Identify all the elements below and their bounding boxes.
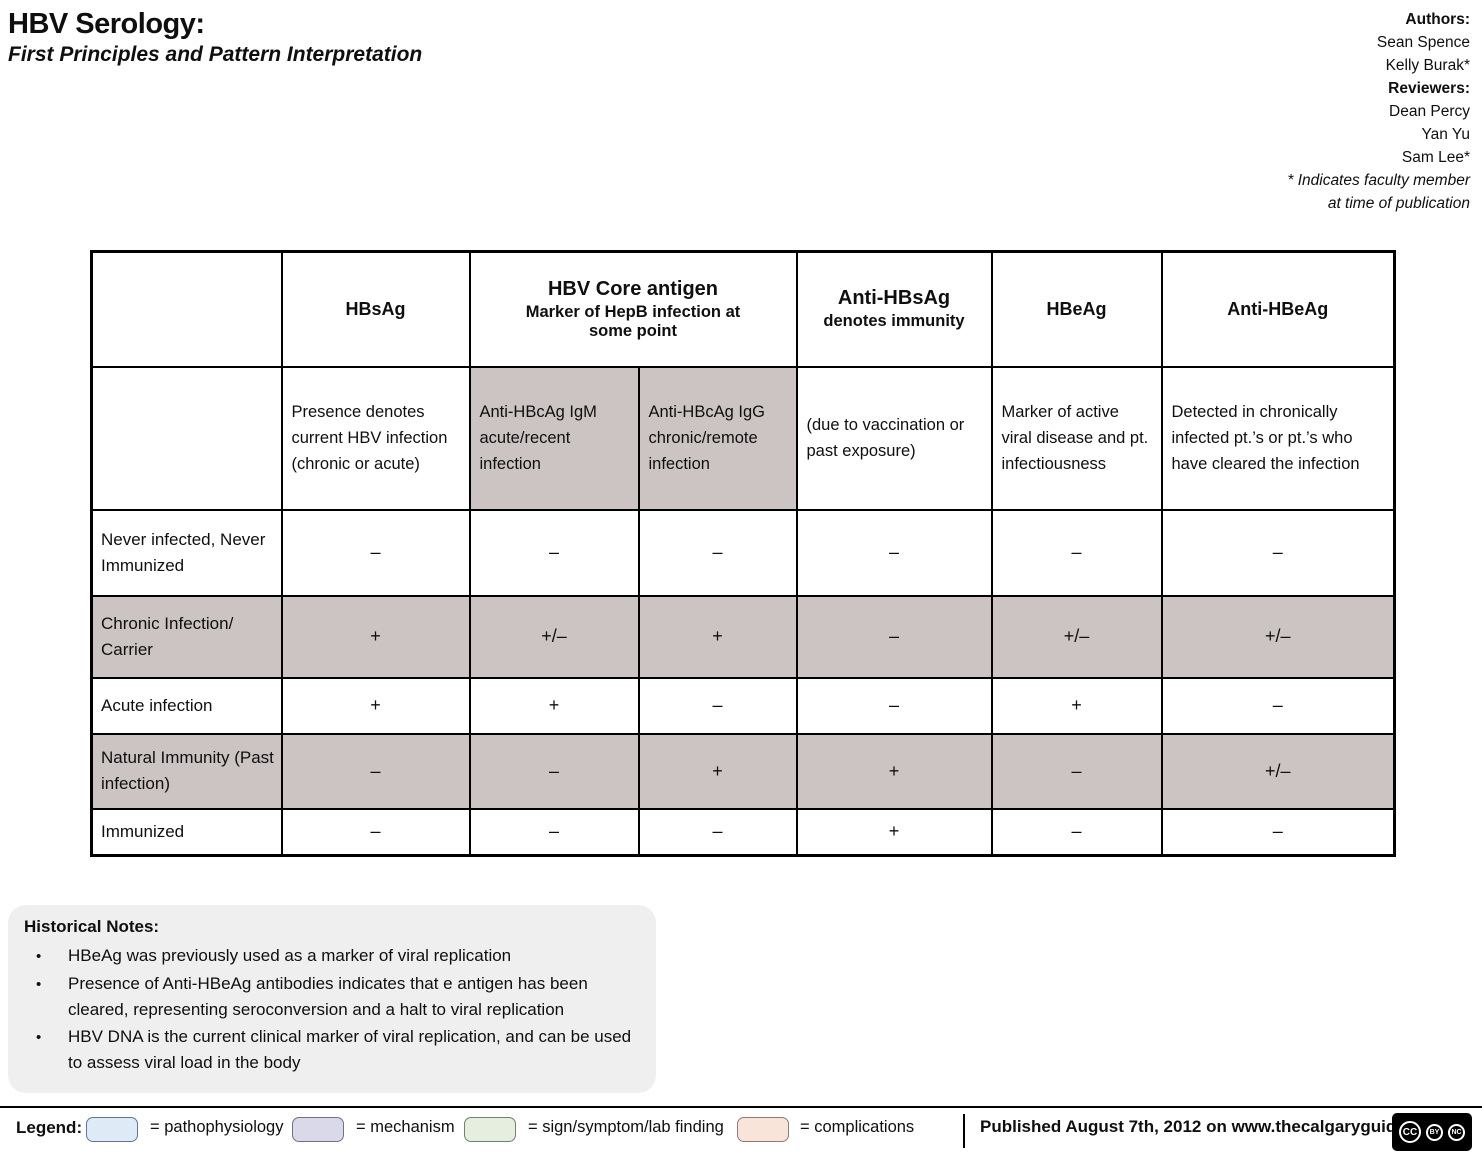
table-row-natural-immunity: Natural Immunity (Past infection) – – + … bbox=[90, 732, 1396, 810]
cell-value: – bbox=[990, 732, 1163, 810]
table-description-row: Presence denotes current HBV infection (… bbox=[90, 365, 1396, 511]
cell-value: – bbox=[280, 732, 471, 810]
cell-value: + bbox=[637, 732, 798, 810]
note-bullet: Presence of Anti-HBeAg antibodies indica… bbox=[24, 971, 638, 1022]
cell-value: – bbox=[1160, 807, 1396, 857]
cell-value: + bbox=[280, 594, 471, 679]
table-row-never-infected: Never infected, Never Immunized – – – – … bbox=[90, 508, 1396, 597]
reviewer-name: Sam Lee* bbox=[1401, 149, 1470, 166]
credits-block: Authors: Sean Spence Kelly Burak* Review… bbox=[1287, 8, 1470, 215]
serology-table: HBsAg HBV Core antigen Marker of HepB in… bbox=[90, 250, 1396, 857]
cell-value: + bbox=[637, 594, 798, 679]
table-row-chronic-infection: Chronic Infection/ Carrier + +/– + – +/–… bbox=[90, 594, 1396, 679]
cell-value: + bbox=[795, 807, 993, 857]
cc-by-nc-badge: CC BY NC bbox=[1392, 1113, 1472, 1151]
desc-anti-hbcag-igm: Anti-HBcAg IgM acute/recent infection bbox=[468, 365, 640, 511]
complications-swatch bbox=[737, 1117, 789, 1142]
faculty-footnote: at time of publication bbox=[1327, 195, 1470, 212]
desc-anti-hbcag-igg: Anti-HBcAg IgG chronic/remote infection bbox=[637, 365, 798, 511]
row-label: Chronic Infection/ Carrier bbox=[90, 594, 283, 679]
cc-icon: CC bbox=[1399, 1121, 1421, 1143]
note-bullet: HBV DNA is the current clinical marker o… bbox=[24, 1024, 638, 1075]
cell-value: – bbox=[280, 508, 471, 597]
pathophysiology-swatch bbox=[86, 1117, 138, 1142]
cell-value: + bbox=[795, 732, 993, 810]
cell-value: + bbox=[990, 676, 1163, 735]
mechanism-swatch bbox=[292, 1117, 344, 1142]
col-header-hbeag: HBeAg bbox=[990, 250, 1163, 368]
cell-value: – bbox=[468, 508, 640, 597]
col-header-anti-hbsag: Anti-HBsAg denotes immunity bbox=[795, 250, 993, 368]
desc-anti-hbsag: (due to vaccination or past exposure) bbox=[795, 365, 993, 511]
reviewer-name: Dean Percy bbox=[1389, 103, 1470, 120]
corner-cell bbox=[90, 250, 283, 368]
desc-hbsag: Presence denotes current HBV infection (… bbox=[280, 365, 471, 511]
desc-hbeag: Marker of active viral disease and pt. i… bbox=[990, 365, 1163, 511]
cell-value: – bbox=[280, 807, 471, 857]
desc-anti-hbeag: Detected in chronically infected pt.’s o… bbox=[1160, 365, 1396, 511]
reviewer-name: Yan Yu bbox=[1421, 126, 1470, 143]
empty-cell bbox=[90, 365, 283, 511]
cc-by-icon: BY bbox=[1426, 1123, 1443, 1141]
col-header-core-antigen: HBV Core antigen Marker of HepB infectio… bbox=[468, 250, 798, 368]
author-name: Kelly Burak* bbox=[1385, 57, 1470, 74]
cell-value: – bbox=[468, 732, 640, 810]
cell-value: +/– bbox=[1160, 732, 1396, 810]
cell-value: +/– bbox=[468, 594, 640, 679]
title-block: HBV Serology: First Principles and Patte… bbox=[8, 8, 422, 67]
legend-divider bbox=[963, 1114, 965, 1148]
cell-value: – bbox=[637, 807, 798, 857]
col-header-anti-hbeag: Anti-HBeAg bbox=[1160, 250, 1396, 368]
page-title: HBV Serology: bbox=[8, 8, 205, 40]
table-row-acute-infection: Acute infection + + – – + – bbox=[90, 676, 1396, 735]
reviewers-label: Reviewers: bbox=[1388, 80, 1470, 97]
pathophysiology-label: = pathophysiology bbox=[150, 1118, 284, 1136]
author-name: Sean Spence bbox=[1376, 34, 1470, 51]
cell-value: – bbox=[1160, 508, 1396, 597]
col-header-hbsag: HBsAg bbox=[280, 250, 471, 368]
legend-bar: Legend: = pathophysiology = mechanism = … bbox=[0, 1106, 1482, 1152]
authors-label: Authors: bbox=[1405, 11, 1470, 28]
cell-value: – bbox=[1160, 676, 1396, 735]
cell-value: – bbox=[468, 807, 640, 857]
cell-value: – bbox=[637, 508, 798, 597]
cell-value: – bbox=[990, 807, 1163, 857]
cell-value: – bbox=[795, 508, 993, 597]
historical-notes-box: Historical Notes: HBeAg was previously u… bbox=[8, 905, 656, 1093]
cell-value: + bbox=[468, 676, 640, 735]
row-label: Never infected, Never Immunized bbox=[90, 508, 283, 597]
cell-value: +/– bbox=[990, 594, 1163, 679]
faculty-footnote: * Indicates faculty member bbox=[1287, 172, 1470, 189]
cell-value: – bbox=[637, 676, 798, 735]
legend-label: Legend: bbox=[16, 1118, 83, 1137]
mechanism-label: = mechanism bbox=[356, 1118, 455, 1136]
complications-label: = complications bbox=[800, 1118, 915, 1136]
cc-nc-icon: NC bbox=[1448, 1123, 1465, 1141]
published-line: Published August 7th, 2012 on www.thecal… bbox=[980, 1117, 1446, 1136]
row-label: Natural Immunity (Past infection) bbox=[90, 732, 283, 810]
cell-value: – bbox=[990, 508, 1163, 597]
notes-title: Historical Notes: bbox=[24, 917, 160, 936]
cell-value: + bbox=[280, 676, 471, 735]
table-header-row: HBsAg HBV Core antigen Marker of HepB in… bbox=[90, 250, 1396, 368]
cell-value: +/– bbox=[1160, 594, 1396, 679]
table-row-immunized: Immunized – – – + – – bbox=[90, 807, 1396, 857]
row-label: Acute infection bbox=[90, 676, 283, 735]
cell-value: – bbox=[795, 594, 993, 679]
cell-value: – bbox=[795, 676, 993, 735]
notes-list: HBeAg was previously used as a marker of… bbox=[24, 943, 638, 1075]
sign-symptom-label: = sign/symptom/lab finding bbox=[528, 1118, 724, 1136]
note-bullet: HBeAg was previously used as a marker of… bbox=[24, 943, 638, 969]
page-subtitle: First Principles and Pattern Interpretat… bbox=[8, 43, 423, 66]
row-label: Immunized bbox=[90, 807, 283, 857]
sign-symptom-swatch bbox=[464, 1117, 516, 1142]
